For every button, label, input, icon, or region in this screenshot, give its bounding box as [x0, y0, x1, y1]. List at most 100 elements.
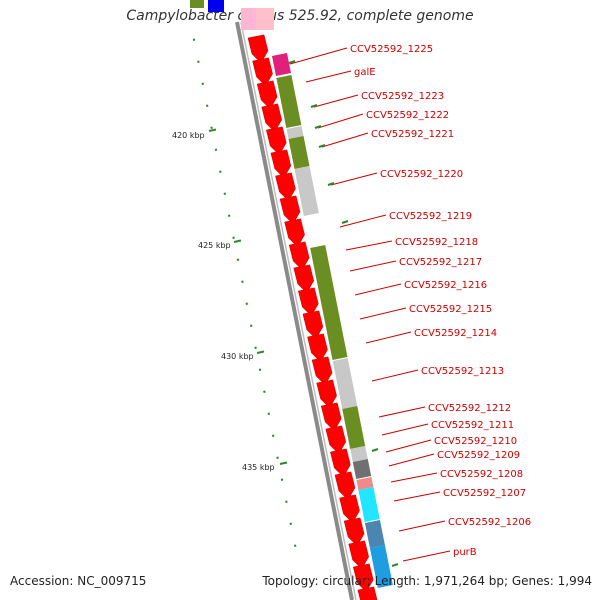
- scale-tick: [232, 236, 235, 239]
- gene-label[interactable]: CCV52592_1215: [409, 304, 492, 315]
- gene-label[interactable]: CCV52592_1220: [380, 169, 463, 180]
- cds-arrow: [270, 149, 292, 179]
- feature-block: [342, 406, 366, 449]
- connector-tick: [288, 60, 296, 64]
- label-leader: [371, 369, 419, 382]
- cds-arrow: [311, 356, 333, 386]
- cds-arrow: [284, 218, 305, 248]
- cds-arrow: [339, 494, 360, 524]
- gene-label[interactable]: CCV52592_1216: [404, 280, 487, 291]
- feature-block: [286, 126, 304, 139]
- cds-arrow: [334, 471, 356, 501]
- scale-tick: [227, 214, 231, 217]
- gene-label[interactable]: CCV52592_1210: [434, 436, 517, 447]
- label-leader: [317, 113, 364, 129]
- gene-label[interactable]: galE: [354, 67, 376, 78]
- feature-block: [310, 245, 348, 360]
- gene-label[interactable]: CCV52592_1219: [389, 211, 472, 222]
- scale-tick: [205, 104, 209, 107]
- gene-label[interactable]: CCV52592_1225: [350, 44, 433, 55]
- feature-block: [272, 53, 291, 76]
- label-leader: [305, 70, 352, 83]
- scale-tick: [280, 478, 284, 481]
- label-leader: [378, 406, 426, 418]
- label-leader: [398, 520, 446, 532]
- scale-ticks: [192, 38, 297, 547]
- feature-block: [369, 545, 393, 588]
- feature-block: [276, 75, 302, 128]
- scale-major-tick: [279, 461, 288, 465]
- cds-arrow: [275, 172, 296, 202]
- gene-label[interactable]: CCV52592_1207: [443, 488, 526, 499]
- gene-label[interactable]: CCV52592_1214: [414, 328, 497, 339]
- gene-label[interactable]: CCV52592_1211: [431, 420, 514, 431]
- gene-label[interactable]: CCV52592_1208: [440, 469, 523, 480]
- scale-label-430: 430 kbp: [221, 352, 254, 361]
- feature-track: [272, 53, 393, 588]
- label-leader: [321, 132, 369, 148]
- feature-block: [332, 358, 358, 409]
- scale-tick: [293, 544, 297, 547]
- scale-tick: [285, 500, 288, 503]
- scale-label-420: 420 kbp: [172, 131, 205, 140]
- cds-arrow: [261, 103, 282, 133]
- scale-label-435: 435 kbp: [242, 463, 275, 472]
- scale-tick: [223, 192, 227, 195]
- label-leaders: [288, 47, 451, 567]
- cds-arrow: [320, 402, 342, 432]
- scale-major-tick: [256, 350, 265, 354]
- gene-label[interactable]: CCV52592_1217: [399, 257, 482, 268]
- cds-arrow: [256, 80, 278, 110]
- cds-arrow: [357, 586, 378, 600]
- gene-label[interactable]: CCV52592_1209: [437, 450, 520, 461]
- label-leader: [388, 453, 435, 467]
- scale-tick: [258, 368, 262, 371]
- cds-arrow: [352, 563, 374, 593]
- connector-tick: [327, 182, 335, 186]
- feature-block: [352, 459, 372, 479]
- label-leader: [339, 214, 387, 228]
- connector-tick: [371, 448, 379, 452]
- connector-tick: [314, 125, 322, 129]
- label-leader: [354, 283, 402, 296]
- cds-arrow: [302, 310, 324, 340]
- genome-summary-text: Topology: circular; Length: 1,971,264 bp…: [262, 574, 592, 588]
- scale-tick: [263, 390, 266, 393]
- label-leader: [313, 94, 359, 108]
- gene-label[interactable]: CCV52592_1206: [448, 517, 531, 528]
- genome-backbone-highlight: [240, 21, 357, 600]
- gene-label[interactable]: CCV52592_1213: [421, 366, 504, 377]
- label-leader: [330, 172, 378, 186]
- gene-label[interactable]: CCV52592_1222: [366, 110, 449, 121]
- scale-tick: [254, 346, 257, 349]
- scale-tick: [245, 302, 249, 305]
- label-leader: [345, 240, 393, 251]
- gene-label[interactable]: CCV52592_1212: [428, 403, 511, 414]
- cds-arrow: [348, 540, 369, 570]
- cds-arrows: [247, 34, 378, 600]
- genome-backbone: [235, 21, 354, 600]
- connector-tick: [310, 104, 318, 108]
- scale-tick: [219, 170, 222, 173]
- top-block-pink-2: [256, 8, 274, 30]
- label-leader: [393, 491, 441, 502]
- scale-tick: [210, 126, 213, 129]
- gene-label[interactable]: CCV52592_1221: [371, 129, 454, 140]
- cds-arrow: [307, 333, 328, 363]
- scale-major-tick: [208, 128, 217, 132]
- scale-tick: [276, 456, 279, 459]
- gene-label[interactable]: CCV52592_1223: [361, 91, 444, 102]
- top-block-green: [190, 0, 204, 8]
- scale-tick: [289, 522, 293, 525]
- label-leader: [402, 550, 451, 562]
- scale-tick: [201, 82, 205, 85]
- scale-tick: [241, 280, 244, 283]
- cds-arrow: [252, 57, 273, 87]
- gene-label[interactable]: CCV52592_1218: [395, 237, 478, 248]
- scale-major-tick: [233, 239, 242, 243]
- gene-label[interactable]: purB: [453, 547, 477, 558]
- label-leader: [390, 472, 438, 483]
- cds-arrow: [266, 126, 287, 156]
- scale-tick: [192, 38, 196, 41]
